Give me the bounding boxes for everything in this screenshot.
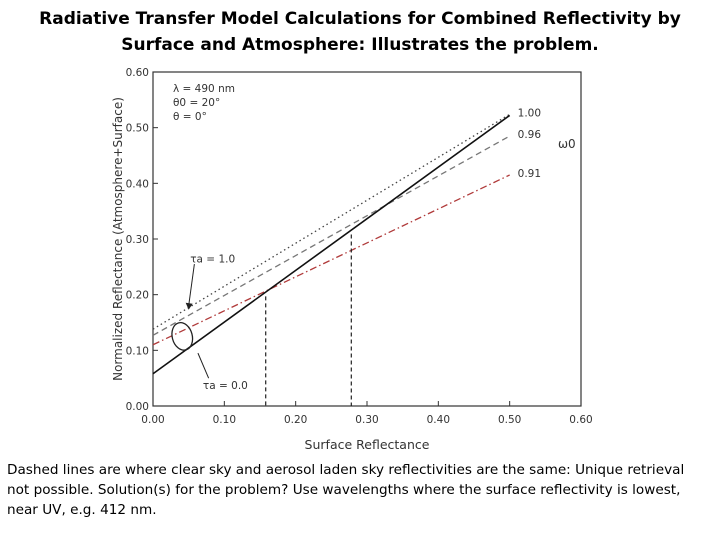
series-label: 0.96 <box>518 129 542 141</box>
arrowhead <box>185 302 193 310</box>
y-tick-label: 0.10 <box>126 345 149 357</box>
x-axis-label: Surface Reflectance <box>305 437 430 452</box>
series-label: 0.91 <box>518 168 541 180</box>
x-tick-label: 0.30 <box>355 414 378 426</box>
y-tick-label: 0.00 <box>126 401 149 413</box>
x-tick-label: 0.10 <box>213 414 236 426</box>
chart-panel: 0.00 0.10 0.20 0.30 0.40 0.50 0.60 0.00 0.10 0.20… <box>104 64 594 456</box>
series-line-3 <box>152 114 511 375</box>
condition-view-zenith: θ = 0° <box>173 111 207 123</box>
annotation-tau-1: τa = 1.0 <box>190 253 235 265</box>
y-tick-label: 0.50 <box>126 123 149 135</box>
series-line-1 <box>152 135 510 336</box>
ticks-layer: 0.00 0.10 0.20 0.30 0.40 0.50 0.60 0.00 0.10 0.20… <box>126 67 593 426</box>
y-tick-label: 0.40 <box>126 178 149 190</box>
x-tick-label: 0.20 <box>284 414 307 426</box>
x-tick-label: 0.50 <box>498 414 521 426</box>
condition-wavelength: λ = 490 nm <box>173 83 235 95</box>
condition-solar-zenith: θ0 = 20° <box>173 97 220 109</box>
intercept-ellipse <box>171 321 194 351</box>
y-tick-label: 0.20 <box>126 290 149 302</box>
markers-layer <box>265 234 352 406</box>
y-tick-label: 0.30 <box>126 234 149 246</box>
annotation-arrow-tau-0 <box>197 352 210 379</box>
y-axis-label: Normalized Reflectance (Atmosphere+Surfa… <box>111 97 125 381</box>
omega-label: ω0 <box>558 137 576 151</box>
reflectance-chart: 0.00 0.10 0.20 0.30 0.40 0.50 0.60 0.00 0.10 0.20… <box>111 67 593 452</box>
slide-title: Radiative Transfer Model Calculations fo… <box>39 9 681 55</box>
annotation-tau-0: τa = 0.0 <box>203 380 248 392</box>
series-label: 1.00 <box>518 107 541 119</box>
x-tick-label: 0.60 <box>569 414 592 426</box>
slide-caption: Dashed lines are where clear sky and aer… <box>7 462 685 518</box>
plot-frame <box>152 71 582 407</box>
series-line-2 <box>152 174 510 346</box>
annotation-arrow-tau-1 <box>188 263 195 306</box>
y-tick-label: 0.60 <box>126 67 149 79</box>
series-layer: 1.00 0.96 0.91 <box>152 107 542 375</box>
conditions-block: λ = 490 nm θ0 = 20° θ = 0° <box>173 83 235 123</box>
x-tick-label: 0.40 <box>427 414 450 426</box>
series-line-0 <box>152 113 511 330</box>
annotation-layer: τa = 1.0 τa = 0.0 <box>171 253 248 392</box>
x-tick-label: 0.00 <box>141 414 164 426</box>
